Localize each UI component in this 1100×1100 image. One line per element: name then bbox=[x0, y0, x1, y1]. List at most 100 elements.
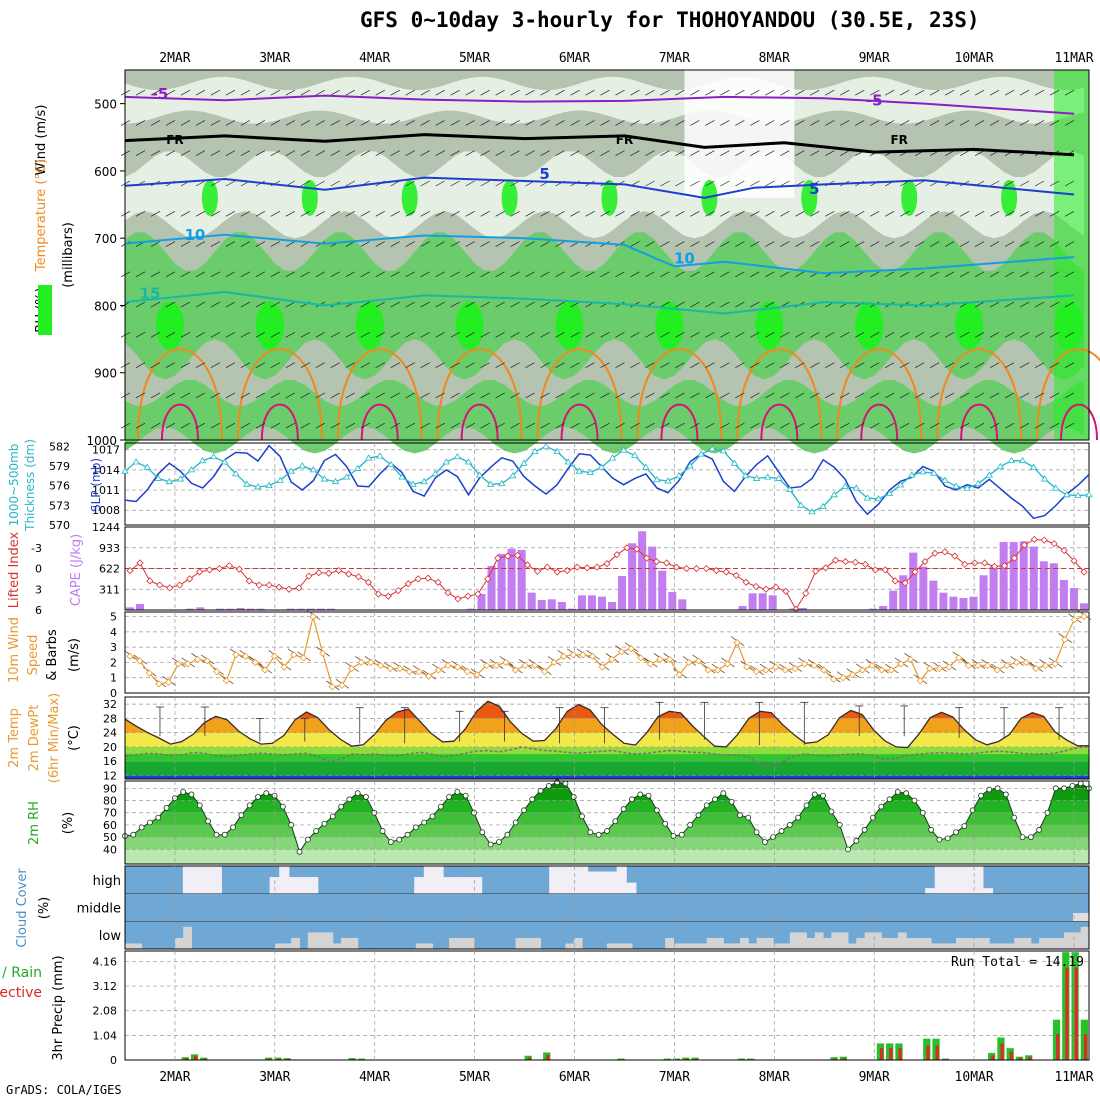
wind-barb bbox=[944, 362, 955, 368]
rh-point bbox=[728, 798, 735, 805]
rh-point bbox=[944, 835, 951, 842]
cloud-low-bar bbox=[523, 937, 533, 949]
thickness-point bbox=[797, 501, 805, 508]
precip-tick-label: 1.04 bbox=[93, 1029, 118, 1042]
wind-barb bbox=[135, 362, 146, 368]
rh-bands bbox=[125, 782, 1089, 864]
wind-barb bbox=[300, 392, 310, 399]
thickness-point bbox=[475, 471, 484, 478]
wind-barb bbox=[285, 422, 295, 429]
cloud-high-bar bbox=[558, 866, 569, 894]
wind-barb bbox=[1049, 301, 1060, 308]
wind-barb bbox=[480, 180, 490, 187]
li-point bbox=[533, 567, 542, 575]
wind-barb bbox=[390, 301, 400, 308]
wind-barb bbox=[450, 422, 460, 429]
wind-speed-point bbox=[463, 668, 471, 676]
cape-bar bbox=[467, 608, 476, 610]
wind-barb bbox=[525, 271, 535, 278]
wind-speed-point bbox=[242, 652, 250, 660]
rh-saturated-blob bbox=[1054, 70, 1089, 440]
li-point bbox=[225, 562, 233, 570]
rh-point bbox=[620, 806, 627, 812]
li-point bbox=[732, 571, 740, 579]
wind-barb bbox=[315, 210, 325, 217]
isotherm-20-arch bbox=[1036, 348, 1100, 441]
wind-barb bbox=[225, 210, 236, 217]
precip-convective-bar bbox=[694, 1058, 698, 1060]
wind-speed-point bbox=[145, 669, 153, 677]
wind-barb bbox=[600, 210, 610, 217]
rh-point bbox=[221, 831, 228, 838]
thickness-point bbox=[298, 462, 306, 469]
wind-speed-point bbox=[473, 671, 481, 679]
wind-barb bbox=[465, 89, 475, 96]
wind-barb bbox=[735, 362, 745, 368]
wind-barb bbox=[1064, 392, 1075, 399]
cape-bar bbox=[979, 575, 988, 610]
wind-barb bbox=[165, 301, 176, 308]
cape-bar bbox=[1009, 541, 1018, 610]
wind-barb bbox=[974, 362, 985, 368]
rh-saturated-blob bbox=[701, 179, 718, 216]
rh-point bbox=[279, 803, 286, 810]
thickness-point bbox=[719, 447, 728, 454]
wind-barb bbox=[765, 150, 775, 157]
rh-point bbox=[712, 796, 718, 803]
cloud-high-bar bbox=[433, 866, 444, 894]
wind-tick-label: 3 bbox=[110, 641, 117, 654]
wind-barb bbox=[825, 89, 835, 96]
wind-barb bbox=[345, 271, 355, 278]
li-point bbox=[315, 569, 323, 577]
precip-total-bar bbox=[737, 1058, 746, 1060]
cape-bar bbox=[999, 541, 1008, 610]
ylabel-rh-unit: (%) bbox=[61, 812, 76, 835]
thickness-point bbox=[1029, 463, 1038, 470]
precip-convective-bar bbox=[842, 1058, 847, 1060]
wind-barb bbox=[540, 301, 550, 308]
li-point bbox=[136, 559, 144, 567]
wind-barb bbox=[555, 150, 565, 157]
wind-barb bbox=[390, 210, 400, 217]
ylabel-wind: Wind (m/s) bbox=[34, 105, 49, 176]
li-point bbox=[603, 560, 611, 568]
wind-barb bbox=[165, 332, 176, 338]
wind-barb bbox=[150, 301, 161, 308]
slp-tick-label: 1014 bbox=[92, 464, 120, 477]
wind-barb bbox=[630, 120, 640, 126]
wind-barb bbox=[210, 180, 221, 187]
cloud-low-bar bbox=[706, 937, 716, 949]
wind-barb bbox=[375, 271, 385, 278]
cape-bar bbox=[1079, 603, 1088, 610]
thickness-point bbox=[486, 480, 495, 487]
wind-barb bbox=[225, 150, 236, 157]
cloud-high-bar bbox=[288, 877, 300, 894]
cloud-high-bar bbox=[626, 882, 637, 894]
wind-barb bbox=[150, 332, 161, 338]
li-point bbox=[464, 592, 472, 600]
wind-barb bbox=[540, 332, 550, 338]
li-point bbox=[752, 582, 760, 591]
wind-barb bbox=[480, 392, 490, 399]
precip-convective-bar bbox=[527, 1057, 531, 1060]
wind-barb bbox=[944, 422, 955, 429]
cloud-high-bar bbox=[954, 866, 965, 894]
cloud-high-bar bbox=[269, 877, 280, 894]
cape-bar bbox=[1019, 541, 1028, 610]
wind-speed-point bbox=[704, 666, 712, 674]
thickness-point bbox=[1074, 491, 1082, 498]
rh-point bbox=[520, 807, 527, 814]
precip-convective-bar bbox=[1000, 1043, 1004, 1060]
rh-point bbox=[163, 804, 170, 811]
wind-barb bbox=[750, 392, 760, 399]
cloud-high-bar bbox=[423, 866, 434, 894]
wind-barb bbox=[330, 89, 340, 96]
wind-tick-label: 4 bbox=[110, 626, 117, 639]
y-tick-label: 700 bbox=[94, 232, 117, 246]
thickness-point bbox=[675, 472, 683, 479]
wind-barb bbox=[690, 332, 700, 338]
cloud-low-bar bbox=[956, 937, 965, 949]
wind-speed-point bbox=[338, 681, 346, 689]
wind-barb bbox=[240, 392, 251, 399]
cape-tick-label: 1244 bbox=[92, 521, 120, 534]
